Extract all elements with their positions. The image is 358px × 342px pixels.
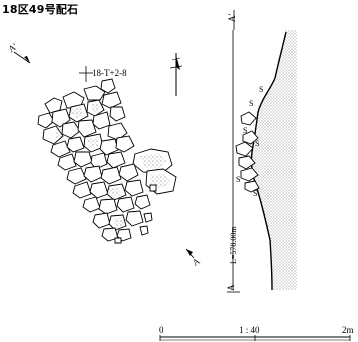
- grid-point-label: 18-T+2-8: [92, 68, 127, 78]
- stone: [77, 119, 97, 138]
- section-stone: [238, 155, 256, 170]
- stone: [139, 225, 149, 236]
- stone: [44, 97, 63, 114]
- stone: [83, 165, 103, 183]
- stone: [90, 152, 108, 170]
- section-stone: [242, 130, 259, 145]
- stone-mark: S: [255, 139, 259, 148]
- stone: [73, 151, 93, 168]
- stone: [124, 179, 144, 197]
- scale-right-label: 2m: [342, 325, 354, 335]
- stone: [72, 181, 92, 199]
- level-label: L=578.00m: [229, 226, 238, 264]
- stone: [109, 106, 126, 122]
- stone-mark: S: [253, 189, 257, 198]
- plan-marker-a: A: [185, 248, 202, 268]
- scale-left-label: 0: [159, 325, 164, 335]
- section-stone: [240, 167, 259, 182]
- stone: [82, 196, 101, 213]
- stone: [61, 121, 81, 139]
- stone: [89, 181, 109, 199]
- section-stone: [240, 111, 257, 126]
- stone: [107, 122, 128, 141]
- stone: [83, 85, 106, 101]
- stone: [106, 151, 126, 169]
- stone: [100, 166, 122, 185]
- section-view: A' L=578.00m A S S: [226, 10, 297, 293]
- north-arrow-icon: [169, 53, 183, 96]
- plan-marker-a-prime-label: A': [6, 41, 19, 54]
- scale-middle-label: 1 : 40: [239, 325, 260, 335]
- section-stone: [244, 180, 260, 193]
- stone-mark: S: [259, 85, 263, 94]
- stone-mark: S: [236, 175, 240, 184]
- stone: [98, 198, 118, 215]
- stone: [99, 138, 119, 156]
- stone: [101, 227, 119, 242]
- stone-mark: S: [243, 126, 247, 135]
- figure-title: 18区49号配石: [2, 3, 79, 16]
- section-marker-bottom-label: A: [226, 284, 236, 291]
- soil-profile: [251, 30, 297, 290]
- stone: [37, 112, 55, 129]
- stone: [57, 153, 77, 171]
- plan-marker-a-label: A: [191, 256, 202, 268]
- stone: [116, 196, 135, 213]
- stone-texture: [55, 103, 170, 227]
- stone: [118, 163, 139, 182]
- stone: [100, 78, 116, 94]
- section-marker-top-label: A': [227, 14, 237, 22]
- stone: [66, 136, 85, 153]
- stone: [50, 140, 71, 158]
- plan-marker-a-prime: A': [6, 41, 31, 64]
- stone: [125, 210, 144, 227]
- stone: [143, 212, 153, 223]
- stone-mark: S: [249, 99, 253, 108]
- stone: [66, 167, 87, 185]
- stone: [114, 237, 122, 244]
- stone: [62, 91, 85, 109]
- scale-bar: 0 1 : 40 2m: [159, 325, 354, 341]
- grid-point: 18-T+2-8: [79, 66, 127, 82]
- stone: [115, 135, 135, 153]
- stone: [101, 91, 122, 109]
- stone: [134, 194, 151, 210]
- section-stone: [235, 141, 254, 157]
- stone: [92, 212, 111, 229]
